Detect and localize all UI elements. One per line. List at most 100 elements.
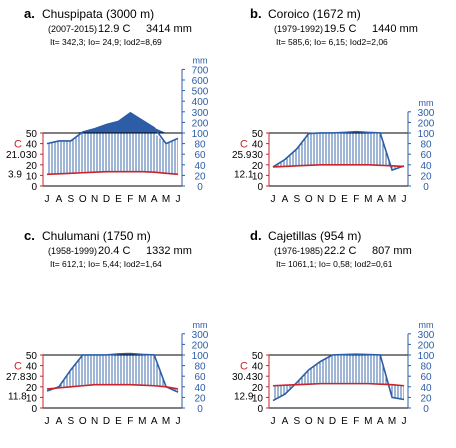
temperature-tick-label: 40 — [252, 140, 264, 151]
annual-precipitation: 3414 mm — [146, 23, 192, 35]
annual-precipitation: 1440 mm — [372, 23, 418, 35]
temperature-tick-label: 50 — [252, 129, 264, 140]
precipitation-tick-label: 700 — [192, 65, 209, 76]
min-temp-cold-month: 11.8 — [8, 391, 27, 402]
month-label: A — [377, 416, 384, 427]
temperature-tick-label: 10 — [26, 171, 38, 182]
month-label: J — [45, 416, 50, 427]
month-label: O — [79, 194, 87, 205]
month-label: E — [115, 416, 122, 427]
precipitation-tick-label: 40 — [194, 161, 206, 172]
month-label: J — [176, 194, 181, 205]
month-label: A — [151, 416, 158, 427]
month-label: J — [271, 416, 276, 427]
annual-precipitation: 1332 mm — [146, 245, 192, 257]
mean-temperature: 22.2 C — [324, 245, 356, 257]
max-temp-cold-month: 25.9 — [232, 150, 252, 161]
month-label: D — [103, 416, 110, 427]
temperature-tick-label: 0 — [31, 182, 37, 193]
temperature-tick-label: 20 — [252, 383, 264, 394]
month-label: J — [402, 416, 407, 427]
month-label: J — [176, 416, 181, 427]
annual-precipitation: 807 mm — [372, 245, 412, 257]
month-label: O — [305, 416, 313, 427]
station-name: Chulumani (1750 m) — [42, 229, 151, 243]
precipitation-tick-label: 20 — [420, 393, 432, 404]
temperature-series — [46, 170, 179, 176]
mean-temperature: 19.5 C — [324, 23, 356, 35]
record-period: (2007-2015) — [48, 24, 97, 34]
precipitation-tick-label: 20 — [194, 171, 206, 182]
month-label: A — [282, 194, 289, 205]
temperature-tick-label: 0 — [257, 182, 263, 193]
month-label: M — [162, 194, 170, 205]
precipitation-tick-label: 40 — [420, 383, 432, 394]
temperature-tick-label: 40 — [252, 362, 264, 373]
precipitation-tick-label: 80 — [420, 140, 432, 151]
bioclimatic-indices: It= 342,3; Io= 24,9; Iod2=8,69 — [50, 37, 162, 47]
temperature-tick-label: 30 — [26, 372, 38, 383]
precipitation-tick-label: 0 — [423, 182, 429, 193]
temperature-tick-label: 50 — [26, 351, 38, 362]
precipitation-tick-label: 40 — [420, 161, 432, 172]
temperature-axis-label: C — [240, 139, 248, 151]
temperature-tick-label: 20 — [252, 161, 264, 172]
record-period: (1976-1985) — [274, 246, 323, 256]
mean-temperature: 20.4 C — [98, 245, 130, 257]
month-label: M — [388, 416, 396, 427]
precipitation-tick-label: 300 — [418, 330, 435, 341]
month-label: E — [341, 194, 348, 205]
max-temp-cold-month: 30.4 — [232, 372, 252, 383]
month-label: D — [329, 194, 336, 205]
panel-letter: d. — [250, 228, 262, 243]
month-label: M — [138, 416, 146, 427]
precipitation-tick-label: 60 — [420, 150, 432, 161]
temperature-tick-label: 30 — [252, 372, 264, 383]
precipitation-tick-label: 0 — [197, 404, 203, 415]
temperature-tick-label: 40 — [26, 140, 38, 151]
climate-panel-2: b. Coroico (1672 m) (1979-1992) 19.5 C 1440 … — [232, 6, 435, 205]
humid-season-area — [47, 355, 178, 393]
precipitation-tick-label: 100 — [192, 351, 209, 362]
month-label: D — [329, 416, 336, 427]
station-name: Cajetillas (954 m) — [268, 229, 361, 243]
month-label: M — [388, 194, 396, 205]
climate-panel-4: d. Cajetillas (954 m) (1976-1985) 22.2 C 807… — [232, 228, 435, 427]
month-label: D — [103, 194, 110, 205]
temperature-axis-label: C — [240, 361, 248, 373]
temperature-tick-label: 40 — [26, 362, 38, 373]
precipitation-tick-label: 100 — [418, 129, 435, 140]
temperature-series — [46, 383, 179, 390]
station-name: Chuspipata (3000 m) — [42, 7, 154, 21]
temperature-tick-label: 20 — [26, 383, 38, 394]
precipitation-axis-label: mm — [419, 98, 434, 108]
precipitation-axis-label: mm — [193, 55, 208, 65]
month-label: O — [305, 194, 313, 205]
precipitation-tick-label: 300 — [418, 108, 435, 119]
month-label: J — [271, 194, 276, 205]
month-label: J — [45, 194, 50, 205]
month-label: A — [56, 194, 63, 205]
min-temp-cold-month: 12.1 — [234, 169, 254, 180]
precipitation-tick-label: 200 — [418, 118, 435, 129]
month-label: N — [317, 416, 324, 427]
humid-season-area — [273, 355, 404, 401]
precipitation-tick-label: 60 — [194, 372, 206, 383]
temperature-tick-label: 0 — [257, 404, 263, 415]
temperature-axis-label: C — [14, 139, 22, 151]
temperature-tick-label: 20 — [26, 161, 38, 172]
mean-temperature: 12.9 C — [98, 23, 130, 35]
precipitation-tick-label: 300 — [192, 330, 209, 341]
max-temp-cold-month: 27.8 — [6, 372, 26, 383]
precipitation-tick-label: 60 — [420, 372, 432, 383]
humid-season-area — [47, 133, 178, 175]
month-label: A — [56, 416, 63, 427]
precipitation-tick-label: 20 — [194, 393, 206, 404]
climate-panel-1: a. Chuspipata (3000 m) (2007-2015) 12.9 C 34… — [6, 6, 209, 205]
temperature-tick-label: 50 — [26, 129, 38, 140]
record-period: (1958-1999) — [48, 246, 97, 256]
precipitation-tick-label: 60 — [194, 150, 206, 161]
month-label: F — [127, 416, 133, 427]
precipitation-tick-label: 500 — [192, 87, 209, 98]
